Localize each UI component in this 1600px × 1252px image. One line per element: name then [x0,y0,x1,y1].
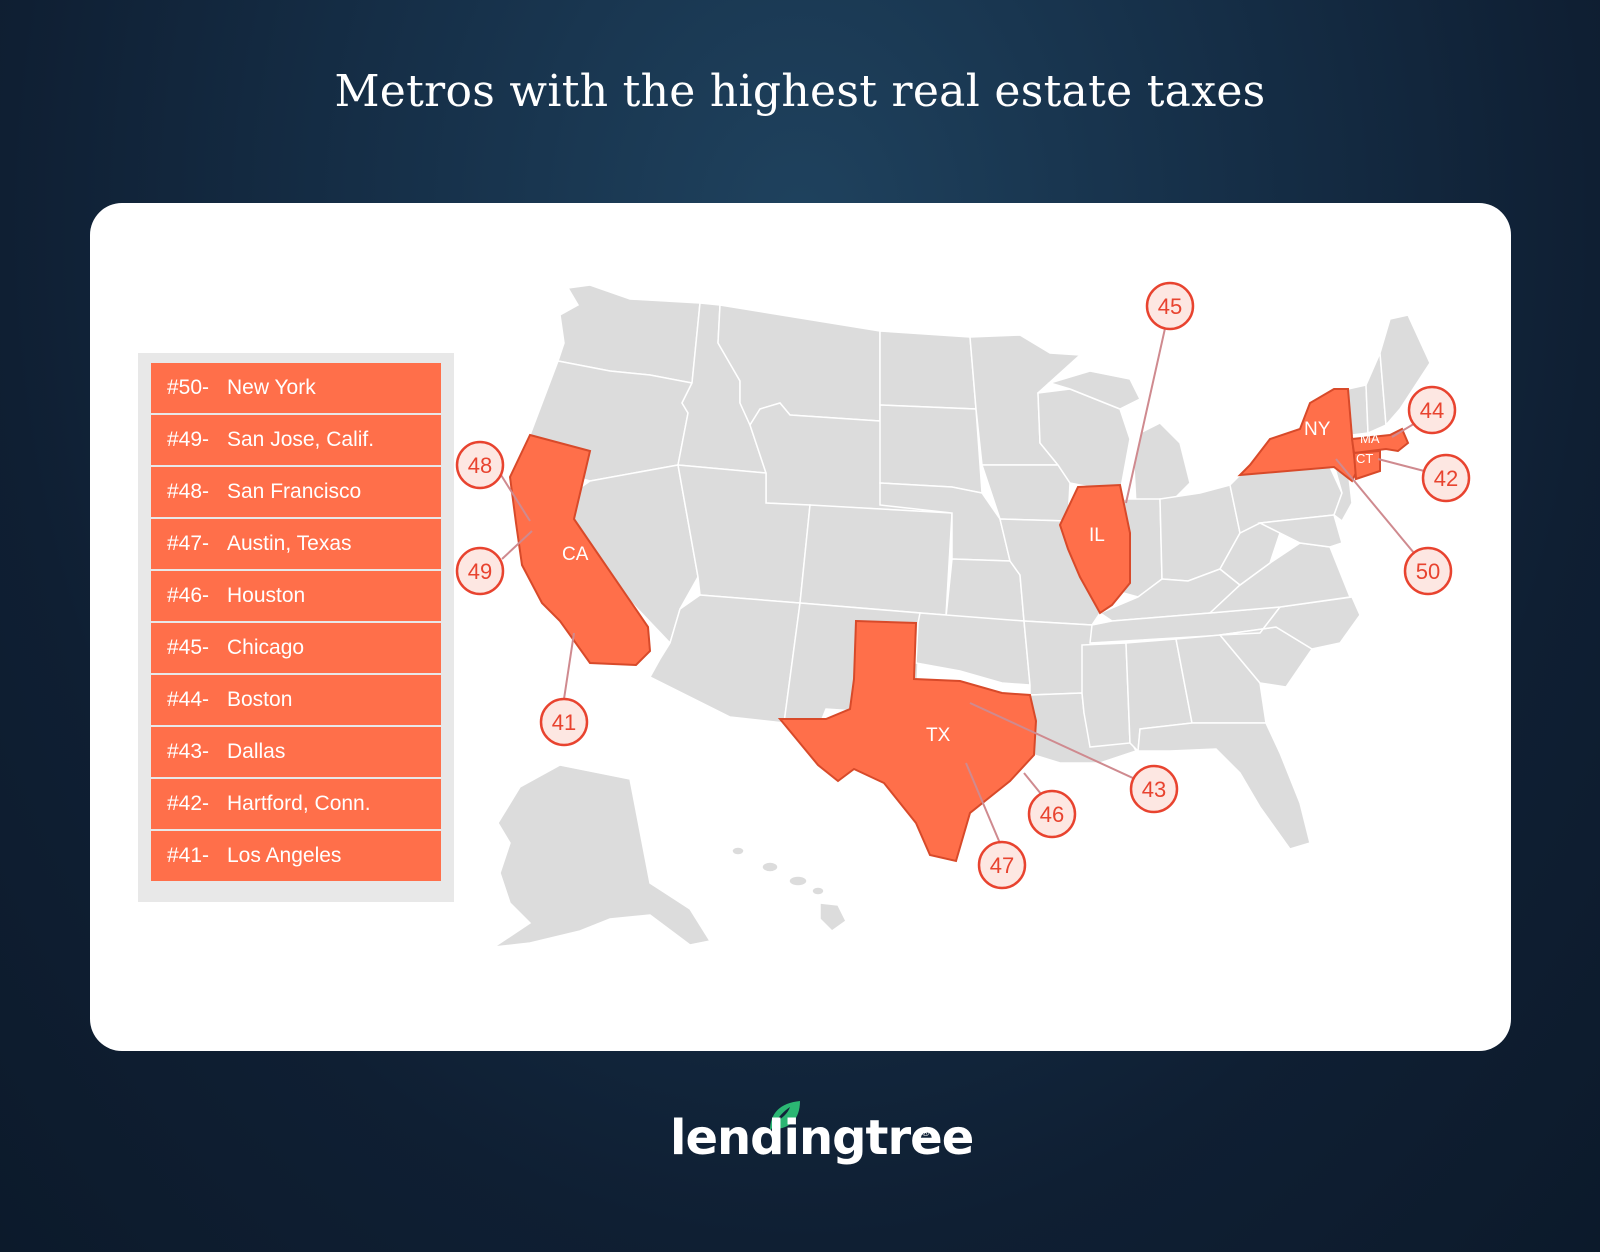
state-ak [493,764,712,948]
state-mi [1133,422,1191,506]
marker-label: 50 [1416,559,1440,584]
label-ma: MA [1360,431,1380,446]
state-il [1058,483,1131,615]
state-sd [879,404,983,494]
marker-41: 41 [539,697,589,747]
legend-row: #41- Los Angeles [151,831,441,881]
state-ct [1352,449,1381,481]
marker-43: 43 [1129,764,1179,814]
ranking-legend: #50- New York #49- San Jose, Calif. #48-… [138,353,454,902]
us-map: CA TX IL NY MA CT 45 48 [455,281,1471,948]
label-ny: NY [1304,419,1331,440]
state-tx [777,619,1038,863]
marker-label: 48 [468,453,492,478]
legend-rank: #41- [167,844,210,867]
marker-label: 41 [552,710,576,735]
marker-label: 45 [1158,294,1182,319]
marker-label: 44 [1420,398,1444,423]
map-card: CA TX IL NY MA CT 45 48 [90,203,1511,1051]
marker-44: 44 [1407,385,1457,435]
state-mi-up [1047,370,1142,410]
state-ks [945,558,1025,622]
legend-row: #46- Houston [151,571,441,621]
legend-row: #45- Chicago [151,623,441,673]
state-co [799,504,953,616]
legend-rank: #42- [167,792,210,815]
state-ga [1175,634,1267,724]
legend-rank: #43- [167,740,210,763]
legend-metro: San Jose, Calif. [227,428,375,451]
marker-48: 48 [455,440,505,490]
legend-metro: Boston [227,688,293,711]
marker-47: 47 [977,840,1027,890]
leaf-icon [770,1101,800,1131]
state-ca [508,433,652,667]
state-mt [717,304,881,427]
page-title: Metros with the highest real estate taxe… [334,66,1266,117]
state-fl [1137,722,1311,850]
legend-row: #43- Dallas [151,727,441,777]
state-ny [1237,388,1358,483]
marker-45: 45 [1145,281,1195,331]
legend-metro: Austin, Texas [227,532,352,555]
marker-label: 42 [1434,466,1458,491]
state-ok [915,612,1031,686]
label-ca: CA [562,544,589,565]
state-nd [879,330,977,410]
legend-row: #49- San Jose, Calif. [151,415,441,465]
leader-lines [500,305,1433,849]
state-ia [980,464,1071,522]
legend-rank: #46- [167,584,210,607]
legend-metro: Hartford, Conn. [227,792,371,815]
legend-metro: San Francisco [227,480,362,503]
registered-mark: ® [922,1128,930,1139]
legend-rank: #44- [167,688,210,711]
lendingtree-logo: lendingtree [670,1110,974,1166]
marker-49: 49 [455,546,505,596]
marker-42: 42 [1421,453,1471,503]
label-il: IL [1089,525,1105,546]
marker-label: 43 [1142,777,1166,802]
marker-50: 50 [1403,546,1453,596]
highlighted-states [508,388,1410,863]
legend-metro: New York [227,376,316,399]
legend-rank: #48- [167,480,210,503]
legend-rank: #50- [167,376,210,399]
legend-metro: Los Angeles [227,844,342,867]
legend-row: #47- Austin, Texas [151,519,441,569]
state-me [1379,314,1431,427]
legend-metro: Houston [227,584,306,607]
legend-metro: Dallas [227,740,286,763]
legend-rank: #45- [167,636,210,659]
state-hi [731,846,847,932]
marker-label: 46 [1040,802,1064,827]
marker-46: 46 [1027,789,1077,839]
legend-row: #48- San Francisco [151,467,441,517]
legend-row: #50- New York [151,363,441,413]
legend-rank: #49- [167,428,210,451]
label-ct: CT [1356,451,1373,466]
legend-rank: #47- [167,532,210,555]
legend-row: #44- Boston [151,675,441,725]
legend-metro: Chicago [227,636,305,659]
marker-label: 49 [468,559,492,584]
legend-row: #42- Hartford, Conn. [151,779,441,829]
label-tx: TX [926,725,951,746]
state-ms [1081,642,1131,748]
marker-label: 47 [990,853,1014,878]
